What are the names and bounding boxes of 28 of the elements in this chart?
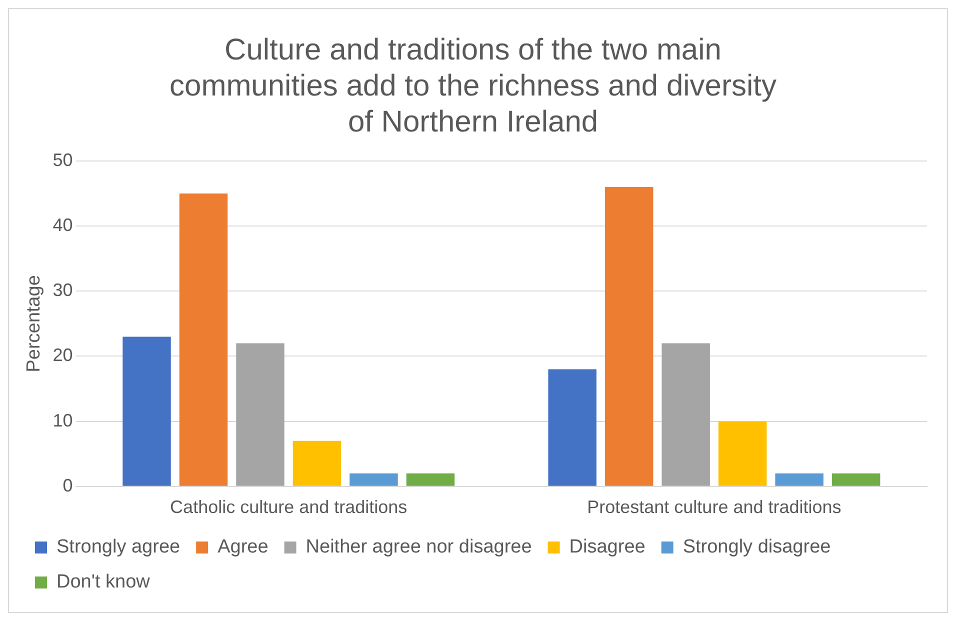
legend-label: Agree (218, 536, 268, 558)
x-tick-label: Protestant culture and traditions (587, 497, 842, 518)
y-tick-label: 0 (62, 475, 73, 496)
legend-label: Strongly agree (56, 536, 180, 558)
y-axis-title: Percentage (24, 275, 45, 372)
y-tick-label: 20 (52, 345, 73, 366)
legend-label: Neither agree nor disagree (306, 536, 532, 558)
bar (406, 473, 455, 486)
legend-label: Don't know (56, 572, 150, 593)
bar (350, 473, 398, 486)
bar (832, 473, 880, 486)
bar (775, 473, 824, 486)
bar (604, 187, 654, 486)
bar (662, 343, 710, 486)
bar (122, 336, 171, 486)
legend-label: Disagree (569, 536, 646, 558)
bar (718, 421, 767, 486)
bar (236, 343, 284, 486)
y-tick-label: 30 (52, 280, 73, 300)
x-tick-label: Catholic culture and traditions (170, 497, 408, 518)
bar (292, 440, 342, 486)
bar (548, 369, 596, 486)
legend-label: Strongly disagree (682, 536, 831, 558)
y-tick-label: 40 (52, 215, 73, 236)
y-tick-label: 10 (52, 410, 73, 430)
chart-title: Culture and traditions of the two main communities add to the richness and diversity of Northern Ireland (170, 33, 776, 138)
y-tick-label: 50 (52, 150, 73, 170)
bar (179, 194, 228, 486)
